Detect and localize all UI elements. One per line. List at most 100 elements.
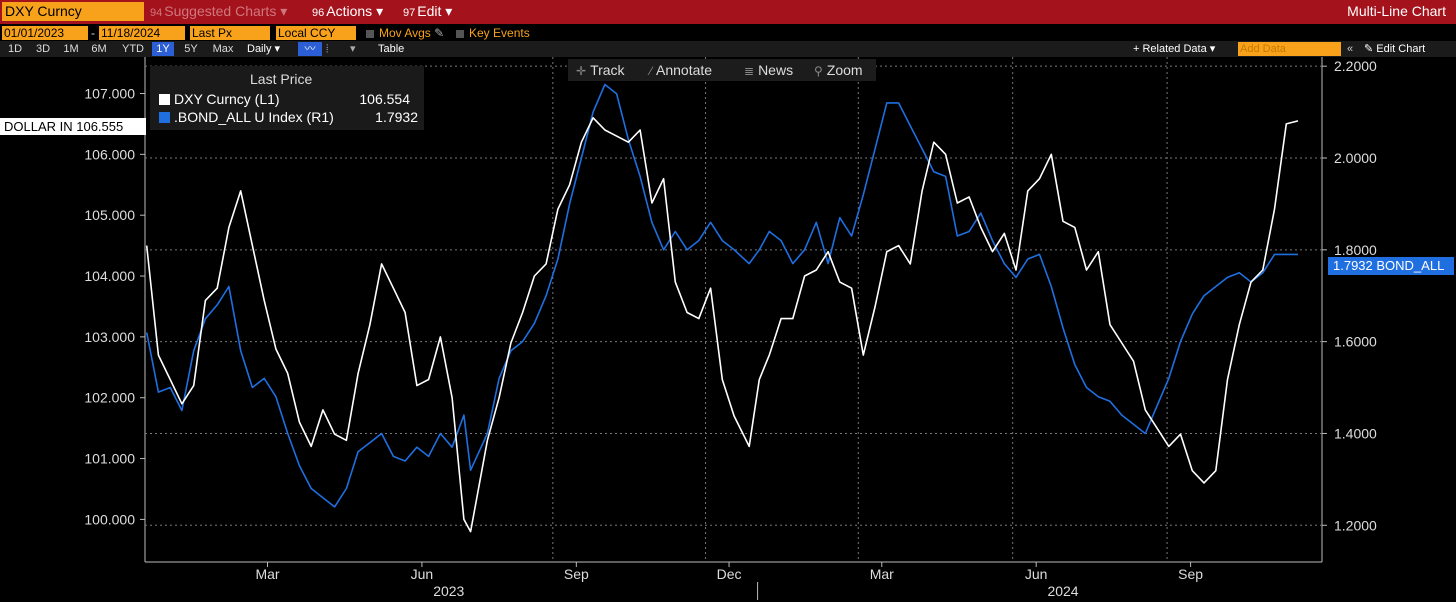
bond-point	[1097, 396, 1099, 398]
bond-point	[945, 175, 947, 177]
bond-point	[216, 304, 218, 306]
dxy-point	[1203, 482, 1205, 484]
bond-point	[651, 221, 653, 223]
left-tick-label: 107.000	[84, 86, 135, 102]
dxy-point	[1015, 269, 1017, 271]
dxy-point	[1156, 427, 1158, 429]
bond-value-tag: 1.7932 BOND_ALL	[1328, 257, 1454, 275]
bond-point	[748, 263, 750, 265]
bond-point	[627, 139, 629, 141]
bond-point	[381, 433, 383, 435]
dxy-point	[1027, 190, 1029, 192]
track-tool[interactable]: ✛ Track	[576, 62, 625, 78]
dxy-point	[157, 354, 159, 356]
bond-point	[428, 455, 430, 457]
bond-point	[980, 212, 982, 214]
dxy-point	[498, 397, 500, 399]
crosshair-icon: ✛	[576, 64, 586, 78]
bond-point	[1121, 414, 1123, 416]
dollar-value-tag: DOLLAR IN 106.555	[0, 118, 146, 135]
legend-entry-bond[interactable]: .BOND_ALL U Index (R1)	[159, 109, 334, 125]
dxy-point	[921, 190, 923, 192]
bond-point	[545, 295, 547, 297]
bond-point	[486, 433, 488, 435]
dxy-point	[228, 226, 230, 228]
bond-point	[921, 148, 923, 150]
right-tick-label: 1.8000	[1334, 242, 1377, 258]
bond-point	[1168, 377, 1170, 379]
bond-point	[1050, 286, 1052, 288]
dxy-point	[369, 324, 371, 326]
dxy-point	[1215, 470, 1217, 472]
dxy-point	[580, 141, 582, 143]
dxy-point	[1097, 251, 1099, 253]
dxy-point	[792, 318, 794, 320]
bond-point	[1062, 327, 1064, 329]
bond-point	[851, 235, 853, 237]
news-tool[interactable]: ≣ News	[744, 62, 793, 78]
bond-point	[569, 203, 571, 205]
bond-point	[827, 263, 829, 265]
dxy-point	[216, 287, 218, 289]
dxy-point	[616, 135, 618, 137]
dxy-point	[1262, 269, 1264, 271]
dxy-point	[674, 281, 676, 283]
dxy-point	[357, 372, 359, 374]
dxy-point	[1133, 360, 1135, 362]
bond-point	[439, 433, 441, 435]
bond-point	[1215, 286, 1217, 288]
dxy-point	[698, 318, 700, 320]
legend-label: DXY Curncy (L1)	[174, 91, 280, 107]
annotate-label: Annotate	[656, 62, 712, 78]
dxy-point	[651, 202, 653, 204]
dxy-point	[1039, 178, 1041, 180]
bond-point	[157, 391, 159, 393]
legend-entry-dxy[interactable]: DXY Curncy (L1)	[159, 91, 280, 107]
bond-point	[758, 249, 760, 251]
bond-point	[451, 446, 453, 448]
bond-point	[780, 240, 782, 242]
bond-point	[1027, 258, 1029, 260]
dxy-point	[1086, 269, 1088, 271]
dxy-point	[193, 385, 195, 387]
legend-label: .BOND_ALL U Index (R1)	[174, 109, 334, 125]
bond-point	[498, 377, 500, 379]
legend-value-dxy: 106.554	[340, 91, 410, 107]
bond-point	[263, 377, 265, 379]
bond-point	[470, 469, 472, 471]
dxy-point	[522, 312, 524, 314]
bond-point	[886, 102, 888, 104]
bond-point	[416, 446, 418, 448]
dxy-point	[956, 202, 958, 204]
news-label: News	[758, 62, 793, 78]
bond-point	[1285, 253, 1287, 255]
bond-point	[721, 240, 723, 242]
bond-point	[698, 240, 700, 242]
x-tick-label: Sep	[564, 566, 589, 582]
dxy-point	[686, 312, 688, 314]
bond-point	[369, 442, 371, 444]
bond-point	[1039, 253, 1041, 255]
annotate-tool[interactable]: ⁄ Annotate	[650, 62, 712, 78]
bond-point	[310, 488, 312, 490]
legend-swatch-white	[159, 94, 170, 105]
track-label: Track	[590, 62, 624, 78]
dxy-point	[886, 251, 888, 253]
dxy-point	[1285, 123, 1287, 125]
dxy-point	[146, 245, 148, 247]
bond-point	[616, 93, 618, 95]
dxy-point	[898, 245, 900, 247]
zoom-tool[interactable]: ⚲ Zoom	[814, 62, 863, 78]
dxy-point	[780, 318, 782, 320]
bond-point	[204, 318, 206, 320]
dxy-point	[980, 226, 982, 228]
bond-point	[240, 350, 242, 352]
bond-all-series-line	[147, 85, 1298, 507]
dxy-point	[439, 336, 441, 338]
dxy-point	[945, 153, 947, 155]
dxy-series-line	[147, 118, 1298, 532]
dxy-point	[839, 281, 841, 283]
x-tick-label: Jun	[1025, 566, 1048, 582]
right-tick-label: 1.6000	[1334, 334, 1377, 350]
dxy-point	[1074, 226, 1076, 228]
